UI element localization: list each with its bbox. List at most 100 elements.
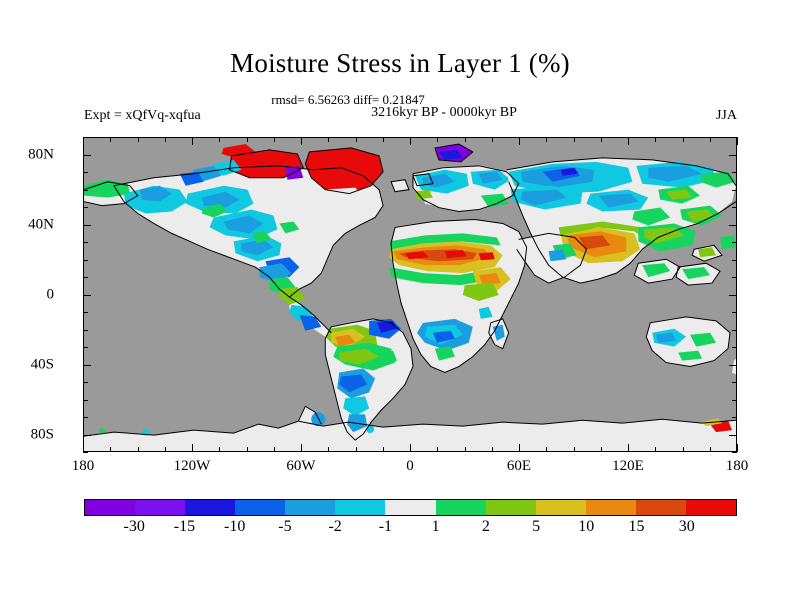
colorbar-label-8: 5 [532, 518, 541, 535]
tick-mark [732, 207, 737, 208]
y-tick-label-3: 40S [30, 356, 54, 372]
tick-mark [328, 137, 330, 142]
colorbar-label-3: -5 [278, 518, 292, 535]
y-tick-label-1: 40N [28, 216, 54, 232]
colorbar-band-3 [235, 500, 286, 515]
colorbar-label-0: -30 [123, 518, 145, 535]
experiment-annotation: Expt = xQfVq-xqfua [84, 108, 201, 123]
tick-mark [573, 447, 575, 452]
region-australia [646, 316, 736, 375]
tick-mark [192, 137, 193, 145]
tick-mark [737, 444, 738, 452]
tick-mark [83, 207, 88, 208]
x-tick-label-6: 180 [725, 458, 749, 474]
tick-mark [164, 447, 166, 452]
region-south-america [325, 318, 413, 441]
tick-mark [83, 224, 91, 226]
tick-mark [246, 447, 248, 452]
tick-mark [729, 364, 737, 366]
tick-mark [491, 137, 493, 142]
tick-mark [732, 312, 737, 313]
tick-mark [729, 154, 737, 156]
tick-mark [301, 137, 302, 145]
tick-mark [732, 277, 737, 278]
tick-mark [83, 347, 88, 348]
tick-mark [600, 447, 602, 452]
tick-mark [137, 137, 139, 142]
tick-mark [546, 447, 548, 452]
tick-mark [519, 137, 520, 145]
x-tick-label-1: 120W [173, 458, 211, 474]
tick-mark [729, 434, 737, 436]
tick-mark [382, 447, 384, 452]
colorbar-band-11 [635, 500, 686, 515]
tick-mark [628, 444, 629, 452]
tick-mark [83, 154, 91, 156]
tick-mark [83, 329, 88, 331]
colorbar-label-2: -10 [224, 518, 246, 535]
tick-mark [301, 444, 302, 452]
x-tick-label-4: 60E [506, 458, 532, 474]
x-tick-label-5: 120E [612, 458, 644, 474]
tick-mark [655, 447, 657, 452]
colorbar-label-6: 1 [431, 518, 440, 535]
tick-mark [355, 137, 357, 142]
tick-mark [219, 137, 221, 142]
tick-mark [273, 447, 275, 452]
region-greenland-arctic [179, 143, 473, 208]
colorbar-label-4: -2 [328, 518, 342, 535]
colorbar-band-7 [435, 500, 486, 515]
colorbar-band-6 [385, 500, 436, 515]
tick-mark [732, 172, 737, 173]
colorbar-band-2 [185, 500, 236, 515]
tick-mark [137, 447, 139, 452]
colorbar-band-5 [335, 500, 386, 515]
colorbar-label-11: 30 [678, 518, 695, 535]
colorbar-label-1: -15 [173, 518, 196, 535]
tick-mark [732, 452, 737, 453]
tick-mark [732, 189, 737, 191]
tick-mark [355, 447, 357, 452]
colorbar-band-0 [85, 500, 136, 515]
tick-mark [328, 447, 330, 452]
colorbar-band-9 [535, 500, 586, 515]
tick-mark [546, 137, 548, 142]
world-map-plot [83, 137, 737, 452]
tick-mark [83, 172, 88, 173]
tick-mark [83, 294, 91, 296]
colorbar-label-9: 10 [578, 518, 595, 535]
tick-mark [732, 259, 737, 261]
tick-mark [464, 447, 466, 452]
colorbar[interactable] [84, 499, 737, 516]
colorbar-band-12 [685, 500, 737, 515]
tick-mark [83, 137, 88, 138]
tick-mark [628, 137, 629, 145]
y-tick-label-4: 80S [30, 426, 54, 442]
tick-mark [437, 137, 439, 142]
page-title: Moisture Stress in Layer 1 (%) [230, 48, 570, 78]
tick-mark [737, 137, 738, 145]
tick-mark [83, 444, 84, 452]
y-tick-label-2: 0 [46, 286, 55, 302]
region-asia [506, 157, 736, 286]
colorbar-label-7: 2 [481, 518, 490, 535]
season-annotation: JJA [715, 108, 737, 123]
colorbar-band-1 [135, 500, 186, 515]
tick-mark [410, 137, 411, 145]
x-tick-label-2: 60W [286, 458, 316, 474]
tick-mark [732, 242, 737, 243]
tick-mark [83, 364, 91, 366]
tick-mark [729, 294, 737, 296]
tick-mark [464, 137, 466, 142]
tick-mark [83, 242, 88, 243]
rmsd-annotation: rmsd= 6.56263 diff= 0.21847 [271, 92, 425, 107]
map-svg [84, 138, 736, 451]
colorbar-band-4 [285, 500, 336, 515]
tick-mark [732, 417, 737, 418]
tick-mark [732, 382, 737, 383]
coastlines [84, 143, 736, 441]
colorbar-label-5: -1 [378, 518, 393, 535]
tick-mark [709, 447, 711, 452]
tick-mark [219, 447, 221, 452]
